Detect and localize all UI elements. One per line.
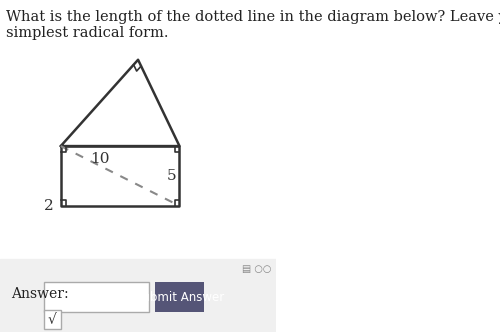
Text: ▤ ○○: ▤ ○○ xyxy=(242,264,272,274)
FancyBboxPatch shape xyxy=(44,282,149,312)
Bar xyxy=(0,259,276,332)
Text: 10: 10 xyxy=(90,152,109,166)
Text: What is the length of the dotted line in the diagram below? Leave your answer in: What is the length of the dotted line in… xyxy=(6,10,500,40)
Text: Submit Answer: Submit Answer xyxy=(135,290,224,304)
FancyBboxPatch shape xyxy=(44,310,60,329)
Text: 2: 2 xyxy=(44,199,53,213)
Text: 5: 5 xyxy=(166,169,176,183)
FancyBboxPatch shape xyxy=(154,282,204,312)
Text: √: √ xyxy=(48,313,57,327)
Text: Answer:: Answer: xyxy=(11,287,68,301)
